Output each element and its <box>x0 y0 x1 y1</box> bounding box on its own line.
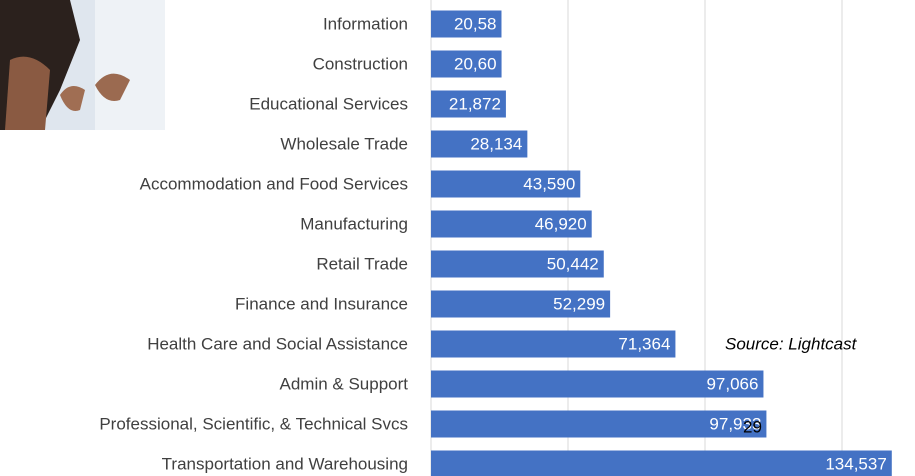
bar <box>431 330 676 358</box>
y-tick-label: Information <box>323 14 408 33</box>
data-label: 20,60 <box>454 54 497 73</box>
data-label: 46,920 <box>535 214 587 233</box>
bar <box>431 250 604 278</box>
bar <box>431 290 611 318</box>
data-label: 20,58 <box>454 14 497 33</box>
y-tick-label: Construction <box>313 54 408 73</box>
page-number: 29 <box>743 417 762 436</box>
data-label: 21,872 <box>449 94 501 113</box>
bar <box>431 170 581 198</box>
bar <box>431 130 528 158</box>
source-note: Source: Lightcast <box>725 334 858 353</box>
y-tick-label: Professional, Scientific, & Technical Sv… <box>99 414 408 433</box>
data-label: 43,590 <box>523 174 575 193</box>
data-label: 50,442 <box>547 254 599 273</box>
bar <box>431 450 892 476</box>
bar <box>431 50 502 78</box>
y-tick-label: Wholesale Trade <box>280 134 408 153</box>
data-label: 71,364 <box>618 334 670 353</box>
bar <box>431 10 502 38</box>
bar <box>431 90 506 118</box>
y-tick-label: Transportation and Warehousing <box>162 454 408 473</box>
y-tick-label: Accommodation and Food Services <box>140 174 408 193</box>
y-tick-label: Educational Services <box>249 94 408 113</box>
data-label: 97,066 <box>706 374 758 393</box>
data-label: 52,299 <box>553 294 605 313</box>
y-tick-label: Finance and Insurance <box>235 294 408 313</box>
data-label: 28,134 <box>470 134 522 153</box>
data-label: 134,537 <box>825 454 886 473</box>
y-tick-label: Retail Trade <box>316 254 408 273</box>
y-tick-label: Health Care and Social Assistance <box>147 334 408 353</box>
y-tick-label: Manufacturing <box>300 214 408 233</box>
photo <box>0 0 165 130</box>
data-label: 97,933 <box>709 414 761 433</box>
bar <box>431 410 767 438</box>
bar <box>431 210 592 238</box>
bar <box>431 370 764 398</box>
y-tick-label: Admin & Support <box>279 374 408 393</box>
